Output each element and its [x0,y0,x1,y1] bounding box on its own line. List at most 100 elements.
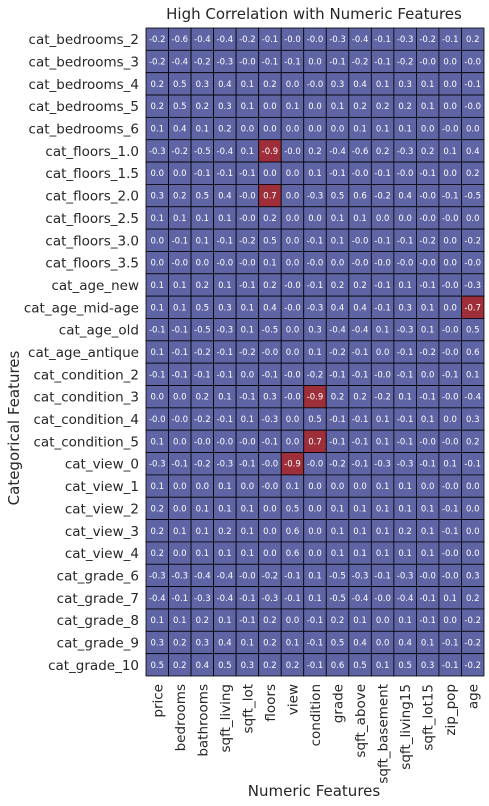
cell-value-label: 0.1 [241,638,255,648]
cell-value-label: 0.1 [421,504,435,514]
row-label-cat-condition-5: cat_condition_5 [34,434,140,450]
cell-value-label: 0.0 [263,504,277,514]
cell-value-label: 0.2 [196,393,210,403]
cell-value-label: 0.2 [466,437,480,447]
cell-value-label: 0.2 [466,35,480,45]
cell-value-label: 0.0 [466,214,480,224]
column-label-sqft-living15: sqft_living15 [398,684,414,770]
cell-value-label: -0.1 [397,348,414,358]
cell-value-label: 0.1 [421,80,435,90]
cell-value-label: -0.3 [149,460,166,470]
cell-value-label: 0.2 [353,281,367,291]
cell-value-label: 0.1 [376,437,390,447]
cell-value-label: -0.1 [329,58,346,68]
cell-value-label: 0.3 [466,415,480,425]
cell-value-label: -0.2 [419,236,436,246]
cell-value-label: 0.2 [331,281,345,291]
cell-value-label: -0.0 [239,437,256,447]
cell-value-label: 0.0 [286,259,300,269]
cell-value-label: -0.3 [262,594,279,604]
cell-value-label: -0.3 [217,326,234,336]
cell-value-label: -0.1 [442,638,459,648]
cell-value-label: 0.0 [173,169,187,179]
cell-value-label: 0.1 [421,638,435,648]
cell-value-label: -0.3 [397,147,414,157]
cell-value-label: 0.5 [173,102,187,112]
cell-value-label: -0.1 [374,35,391,45]
cell-value-label: -0.2 [374,192,391,202]
cell-value-label: 0.1 [421,326,435,336]
cell-value-label: 0.0 [466,482,480,492]
cell-value-label: -0.2 [374,393,391,403]
cell-value-label: 0.1 [241,303,255,313]
cell-value-label: 0.7 [263,192,277,202]
cell-value-label: 0.0 [286,236,300,246]
cell-value-label: -0.1 [262,437,279,447]
cell-value-label: -0.0 [239,192,256,202]
cell-value-label: -0.1 [239,281,256,291]
cell-value-label: -0.2 [307,370,324,380]
cell-value-label: 0.0 [286,214,300,224]
cell-value-label: -0.1 [442,370,459,380]
cell-value-label: -0.1 [217,236,234,246]
cell-value-label: -0.4 [329,147,346,157]
cell-value-label: 0.1 [151,616,165,626]
row-label-cat-grade-9: cat_grade_9 [57,635,139,651]
cell-value-label: 0.5 [308,415,322,425]
cell-value-label: -0.0 [374,259,391,269]
cell-value-label: 0.1 [196,504,210,514]
cell-value-label: 0.2 [286,661,300,671]
cell-value-label: -0.1 [172,236,189,246]
cell-value-label: 0.1 [218,214,232,224]
cell-value-label: 0.0 [286,616,300,626]
cell-value-label: -0.0 [307,35,324,45]
cell-value-label: 0.0 [308,527,322,537]
cell-value-label: 0.3 [308,326,322,336]
row-label-cat-grade-6: cat_grade_6 [57,568,139,584]
row-label-cat-bedrooms-5: cat_bedrooms_5 [29,99,139,115]
cell-value-label: 0.1 [151,214,165,224]
cell-value-label: -0.2 [239,35,256,45]
cell-value-label: 0.1 [173,527,187,537]
cell-value-label: 0.2 [218,527,232,537]
cell-value-label: 0.4 [263,303,277,313]
cell-value-label: 0.0 [286,169,300,179]
cell-value-label: -0.2 [464,236,481,246]
cell-value-label: 0.1 [353,214,367,224]
cell-value-label: 0.1 [353,549,367,559]
cell-value-label: 0.7 [308,437,322,447]
cell-value-label: 0.1 [151,303,165,313]
cell-value-label: -0.3 [397,35,414,45]
cell-value-label: 0.1 [241,102,255,112]
cell-value-label: 0.0 [173,549,187,559]
cell-value-label: 0.0 [443,169,457,179]
cell-value-label: 0.4 [196,661,210,671]
cell-value-label: -0.0 [307,460,324,470]
cell-value-label: -0.1 [352,460,369,470]
cell-value-label: -0.1 [352,348,369,358]
cell-value-label: -0.2 [464,616,481,626]
cell-value-label: 0.1 [218,281,232,291]
cell-value-label: -0.0 [442,348,459,358]
cell-value-label: 0.2 [398,527,412,537]
column-labels: price bedrooms bathrooms sqft_living sqft_lo… [150,684,481,784]
cell-value-label: -0.4 [217,571,234,581]
cell-value-label: -0.1 [464,460,481,470]
cell-value-label: 0.0 [466,527,480,537]
row-label-cat-age-old: cat_age_old [59,323,139,339]
cell-value-label: 0.1 [421,102,435,112]
row-label-cat-view-0: cat_view_0 [65,457,139,473]
cell-value-label: -0.5 [464,192,481,202]
cell-value-label: 0.1 [196,549,210,559]
cell-value-label: 0.0 [308,58,322,68]
cell-value-label: 0.1 [331,527,345,537]
cell-value-label: -0.0 [172,415,189,425]
row-label-cat-condition-3: cat_condition_3 [34,390,140,406]
cell-value-label: -0.1 [374,236,391,246]
cell-value-label: 0.5 [398,661,412,671]
cell-value-label: -0.1 [419,281,436,291]
cell-value-label: 0.4 [218,192,232,202]
row-label-cat-view-2: cat_view_2 [65,501,139,517]
cell-value-label: 0.0 [286,125,300,135]
